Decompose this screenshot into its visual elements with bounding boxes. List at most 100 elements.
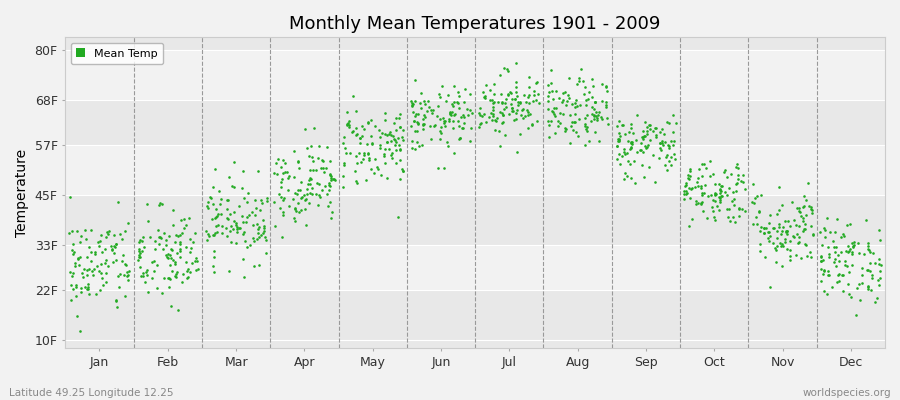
Point [358,177,373,184]
Point [249,220,264,227]
Point [733,213,747,219]
Point [154,200,168,207]
Point [445,101,459,108]
Point [447,99,462,105]
Point [802,203,816,209]
Point [851,240,866,246]
Point [638,143,652,149]
Point [580,126,594,132]
Point [530,79,544,85]
Point [136,270,150,276]
Point [153,233,167,240]
Point [609,155,624,162]
Point [140,289,155,295]
Point [223,228,238,234]
Point [516,106,530,112]
Point [355,123,369,129]
Point [684,185,698,192]
Point [221,216,236,222]
Point [116,252,130,258]
Point [73,328,87,335]
Point [253,206,267,213]
Point [590,117,604,123]
Point [796,192,811,199]
Point [872,282,886,288]
Point [81,286,95,292]
Point [518,113,533,120]
Point [326,176,340,182]
Point [528,80,543,86]
Point [446,82,461,89]
Point [660,151,674,158]
Point [484,97,499,104]
Point [94,249,109,256]
Point [439,98,454,104]
Point [392,146,407,153]
Point [448,111,463,118]
Point [578,123,592,129]
Point [489,117,503,123]
Point [618,170,633,177]
Point [442,118,456,124]
Point [640,127,654,134]
Point [105,246,120,252]
Point [294,207,309,214]
Point [842,268,856,275]
Point [84,258,98,264]
Point [396,168,410,174]
Point [826,238,841,244]
Point [282,202,296,209]
Point [220,215,234,221]
Point [850,285,864,291]
Point [99,279,113,285]
Point [636,174,651,180]
Point [356,156,370,162]
Point [677,191,691,198]
Point [230,226,245,232]
Point [131,246,146,252]
Point [562,92,576,98]
Point [320,190,334,197]
Point [683,166,698,172]
Point [112,284,126,290]
Point [292,187,307,193]
Point [207,253,221,260]
Point [681,176,696,182]
Point [678,183,692,190]
Point [654,146,669,153]
Point [645,151,660,158]
Point [508,96,522,102]
Point [770,243,784,250]
Point [410,118,424,125]
Point [620,158,634,164]
Point [737,186,751,192]
Point [698,189,712,196]
Point [869,295,884,301]
Point [227,209,241,216]
Point [494,91,508,98]
Point [549,105,563,112]
Point [256,217,271,223]
Point [340,120,355,127]
Point [872,256,886,262]
Point [419,108,434,114]
Point [649,132,663,138]
Point [227,218,241,224]
Point [120,269,134,275]
Point [66,241,80,248]
Point [787,234,801,240]
Y-axis label: Temperature: Temperature [15,149,29,237]
Point [370,164,384,170]
Point [634,147,648,153]
Point [488,127,502,134]
Point [184,245,198,252]
Point [522,100,536,106]
Point [76,266,91,272]
Point [64,297,78,304]
Point [164,246,178,252]
Point [246,222,260,228]
Point [821,268,835,274]
Point [559,102,573,108]
Point [166,222,180,228]
Point [364,166,378,172]
